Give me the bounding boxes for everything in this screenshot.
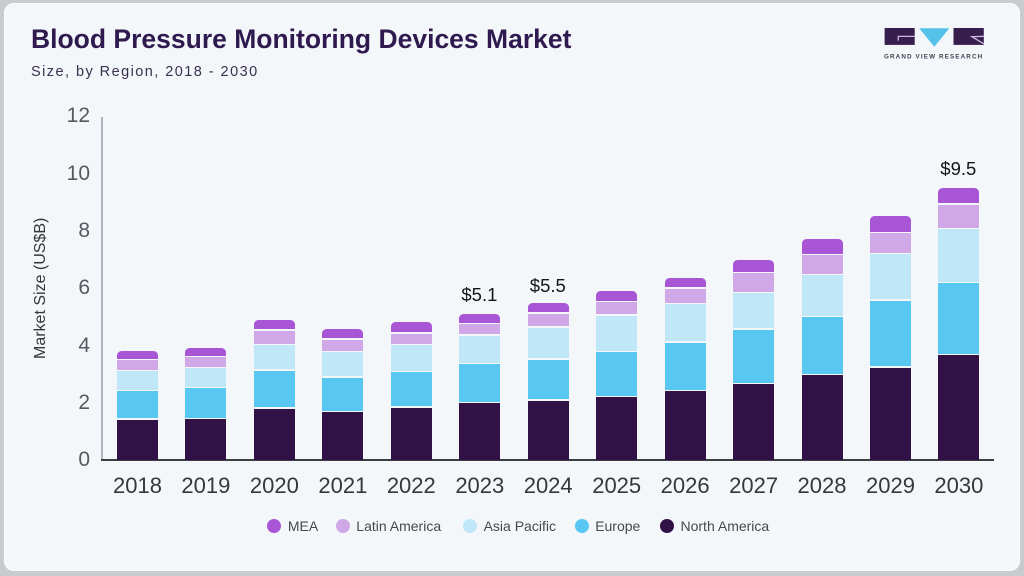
svg-text:GRAND VIEW RESEARCH: GRAND VIEW RESEARCH [884, 53, 983, 60]
